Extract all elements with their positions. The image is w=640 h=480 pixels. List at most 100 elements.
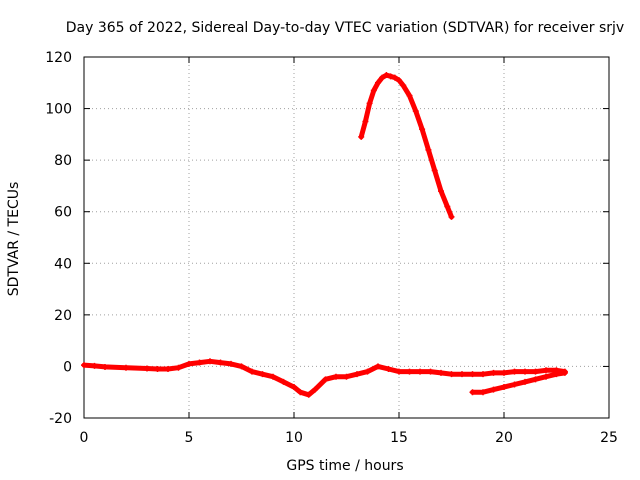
data-point (91, 362, 98, 369)
data-point (406, 92, 413, 99)
series-layer (81, 72, 568, 398)
data-point (532, 376, 539, 383)
y-tick-label: -20 (49, 411, 72, 427)
x-tick-label: 20 (495, 430, 513, 446)
data-point (469, 371, 476, 378)
y-tick-label: 80 (54, 153, 72, 169)
data-point (154, 366, 161, 373)
y-tick-label: 0 (63, 359, 72, 375)
data-point (343, 373, 350, 380)
data-point (354, 371, 360, 378)
data-point (553, 371, 560, 378)
x-tick-label: 15 (390, 430, 408, 446)
data-point (366, 100, 373, 107)
data-point (102, 363, 108, 370)
data-point (333, 373, 339, 380)
data-point (196, 359, 203, 366)
y-axis-label: SDTVAR / TECUs (6, 182, 22, 297)
data-point (427, 368, 434, 375)
y-tick-label: 120 (45, 50, 72, 66)
data-point (444, 203, 451, 210)
data-point (480, 389, 486, 396)
data-point (406, 368, 413, 375)
data-point (322, 376, 329, 383)
data-point (249, 368, 255, 375)
data-point (312, 386, 318, 393)
data-point (501, 369, 507, 376)
data-point (379, 74, 386, 81)
data-point (297, 389, 304, 396)
data-point (291, 384, 297, 391)
data-point (364, 368, 371, 375)
data-point (186, 360, 192, 367)
data-point (490, 386, 497, 393)
data-point (144, 365, 150, 372)
data-point (370, 87, 377, 94)
data-point (419, 126, 426, 133)
series-line (470, 370, 568, 395)
y-tick-label: 100 (45, 102, 72, 118)
data-point (362, 118, 369, 125)
data-point (375, 79, 381, 86)
x-tick-label: 10 (285, 430, 303, 446)
data-point (438, 369, 444, 376)
data-point (280, 378, 287, 385)
data-point (259, 371, 266, 378)
axis-ticks: 0 5 10 15 20 25 -20 0 20 40 60 80 100 120 (45, 50, 618, 446)
data-point (228, 360, 234, 367)
data-point (175, 364, 182, 371)
y-tick-label: 40 (54, 256, 72, 272)
grid (84, 57, 609, 418)
data-point (543, 367, 549, 374)
x-tick-label: 5 (185, 430, 194, 446)
data-point (561, 369, 568, 376)
data-point (511, 381, 518, 388)
data-point (543, 373, 549, 380)
series-srjv-low-arc (81, 358, 568, 398)
series-srjv-peak-arc (358, 72, 455, 220)
data-point (412, 108, 419, 115)
data-point (438, 188, 444, 195)
data-point (396, 77, 402, 84)
data-point (511, 368, 518, 375)
data-point (490, 369, 497, 376)
data-point (448, 213, 455, 220)
data-point (305, 391, 312, 398)
data-point (217, 359, 224, 366)
x-axis-label: GPS time / hours (286, 458, 403, 474)
data-point (270, 373, 276, 380)
data-point (425, 146, 432, 153)
y-tick-label: 20 (54, 308, 72, 324)
data-point (358, 133, 365, 140)
data-point (532, 368, 539, 375)
series-srjv-late-arc (469, 369, 568, 396)
data-point (501, 384, 507, 391)
data-point (238, 363, 245, 370)
plot-frame (83, 56, 610, 419)
data-point (123, 364, 129, 371)
data-point (480, 371, 486, 378)
data-point (431, 167, 438, 174)
chart-title: Day 365 of 2022, Sidereal Day-to-day VTE… (66, 20, 624, 36)
series-line (81, 358, 568, 398)
data-point (469, 389, 476, 396)
data-point (400, 82, 407, 89)
data-point (448, 371, 455, 378)
data-point (391, 74, 398, 81)
data-point (522, 368, 528, 375)
data-point (375, 363, 381, 370)
series-line (358, 72, 454, 220)
data-point (417, 368, 423, 375)
data-point (396, 368, 402, 375)
x-tick-label: 0 (80, 430, 89, 446)
data-point (522, 378, 528, 385)
data-point (385, 366, 392, 373)
data-point (383, 72, 390, 79)
data-point (165, 366, 171, 373)
data-point (207, 358, 213, 365)
data-point (459, 371, 465, 378)
data-point (387, 73, 394, 80)
x-tick-label: 25 (600, 430, 618, 446)
data-point (81, 362, 87, 369)
